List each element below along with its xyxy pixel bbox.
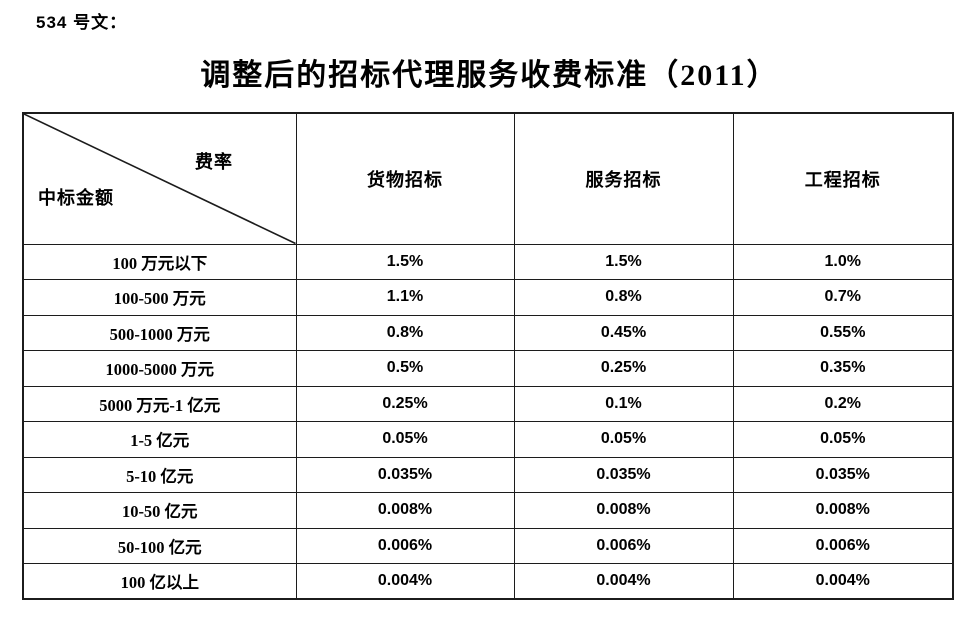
fee-rate-value: 0.05% xyxy=(513,421,734,458)
table-row: 50-100 亿元 0.006% 0.006% 0.006% xyxy=(22,527,954,564)
corner-label-bid-amount: 中标金额 xyxy=(38,187,114,208)
row-label-amount-range: 100 亿以上 xyxy=(22,563,297,600)
table-row: 100-500 万元 1.1% 0.8% 0.7% xyxy=(22,279,954,316)
document-number-label: 534 号文： xyxy=(36,13,128,32)
fee-rate-value: 0.1% xyxy=(513,385,734,422)
fee-rate-value: 0.008% xyxy=(295,492,515,529)
fee-rate-value: 0.035% xyxy=(513,456,734,493)
fee-rate-value: 0.8% xyxy=(513,279,734,316)
row-label-amount-range: 1000-5000 万元 xyxy=(22,350,297,387)
row-label-amount-range: 100 万元以下 xyxy=(22,243,297,280)
row-label-amount-range: 500-1000 万元 xyxy=(22,314,297,351)
fee-rate-value: 0.05% xyxy=(732,421,954,458)
row-label-amount-range: 100-500 万元 xyxy=(22,279,297,316)
fee-rate-value: 0.25% xyxy=(513,350,734,387)
fee-rate-value: 0.004% xyxy=(732,563,954,600)
diagonal-header-cell: 费率 中标金额 xyxy=(22,112,297,245)
row-label-amount-range: 5000 万元-1 亿元 xyxy=(22,385,297,422)
fee-table-body: 100 万元以下 1.5% 1.5% 1.0% 100-500 万元 1.1% 0.8% 0.… xyxy=(22,243,954,600)
table-row: 500-1000 万元 0.8% 0.45% 0.55% xyxy=(22,314,954,351)
table-row: 5000 万元-1 亿元 0.25% 0.1% 0.2% xyxy=(22,385,954,422)
fee-rate-value: 0.004% xyxy=(513,563,734,600)
fee-rate-value: 1.5% xyxy=(513,243,734,280)
table-row: 10-50 亿元 0.008% 0.008% 0.008% xyxy=(22,492,954,529)
fee-rate-value: 0.006% xyxy=(513,527,734,564)
table-header-row: 费率 中标金额 货物招标 服务招标 工程招标 xyxy=(22,112,954,245)
fee-rate-value: 0.006% xyxy=(732,527,954,564)
fee-rate-value: 0.8% xyxy=(295,314,515,351)
row-label-amount-range: 10-50 亿元 xyxy=(22,492,297,529)
fee-rate-value: 0.008% xyxy=(732,492,954,529)
row-label-amount-range: 50-100 亿元 xyxy=(22,527,297,564)
table-row: 1-5 亿元 0.05% 0.05% 0.05% xyxy=(22,421,954,458)
row-label-amount-range: 5-10 亿元 xyxy=(22,456,297,493)
fee-rate-value: 0.006% xyxy=(295,527,515,564)
column-header-goods-bidding: 货物招标 xyxy=(295,112,515,245)
fee-rate-value: 0.05% xyxy=(295,421,515,458)
table-row: 100 亿以上 0.004% 0.004% 0.004% xyxy=(22,563,954,600)
fee-rate-value: 1.0% xyxy=(732,243,954,280)
fee-rate-value: 0.7% xyxy=(732,279,954,316)
fee-rate-value: 0.55% xyxy=(732,314,954,351)
table-row: 1000-5000 万元 0.5% 0.25% 0.35% xyxy=(22,350,954,387)
fee-rate-value: 0.25% xyxy=(295,385,515,422)
fee-rate-value: 1.5% xyxy=(295,243,515,280)
fee-rate-value: 0.008% xyxy=(513,492,734,529)
column-header-engineering-bidding: 工程招标 xyxy=(732,112,954,245)
fee-rate-value: 0.2% xyxy=(732,385,954,422)
fee-rate-value: 0.5% xyxy=(295,350,515,387)
column-header-service-bidding: 服务招标 xyxy=(513,112,734,245)
fee-rate-table: 费率 中标金额 货物招标 服务招标 工程招标 100 万元以下 1.5% 1.5% 1… xyxy=(22,112,954,600)
table-row: 100 万元以下 1.5% 1.5% 1.0% xyxy=(22,243,954,280)
corner-label-fee-rate: 费率 xyxy=(195,151,234,172)
diagonal-divider-line xyxy=(24,114,296,244)
table-row: 5-10 亿元 0.035% 0.035% 0.035% xyxy=(22,456,954,493)
page-title: 调整后的招标代理服务收费标准（2011） xyxy=(200,59,779,92)
fee-rate-value: 0.035% xyxy=(732,456,954,493)
fee-rate-value: 0.35% xyxy=(732,350,954,387)
row-label-amount-range: 1-5 亿元 xyxy=(22,421,297,458)
fee-rate-value: 0.035% xyxy=(295,456,515,493)
fee-rate-value: 0.004% xyxy=(295,563,515,600)
fee-rate-value: 0.45% xyxy=(513,314,734,351)
fee-rate-value: 1.1% xyxy=(295,279,515,316)
